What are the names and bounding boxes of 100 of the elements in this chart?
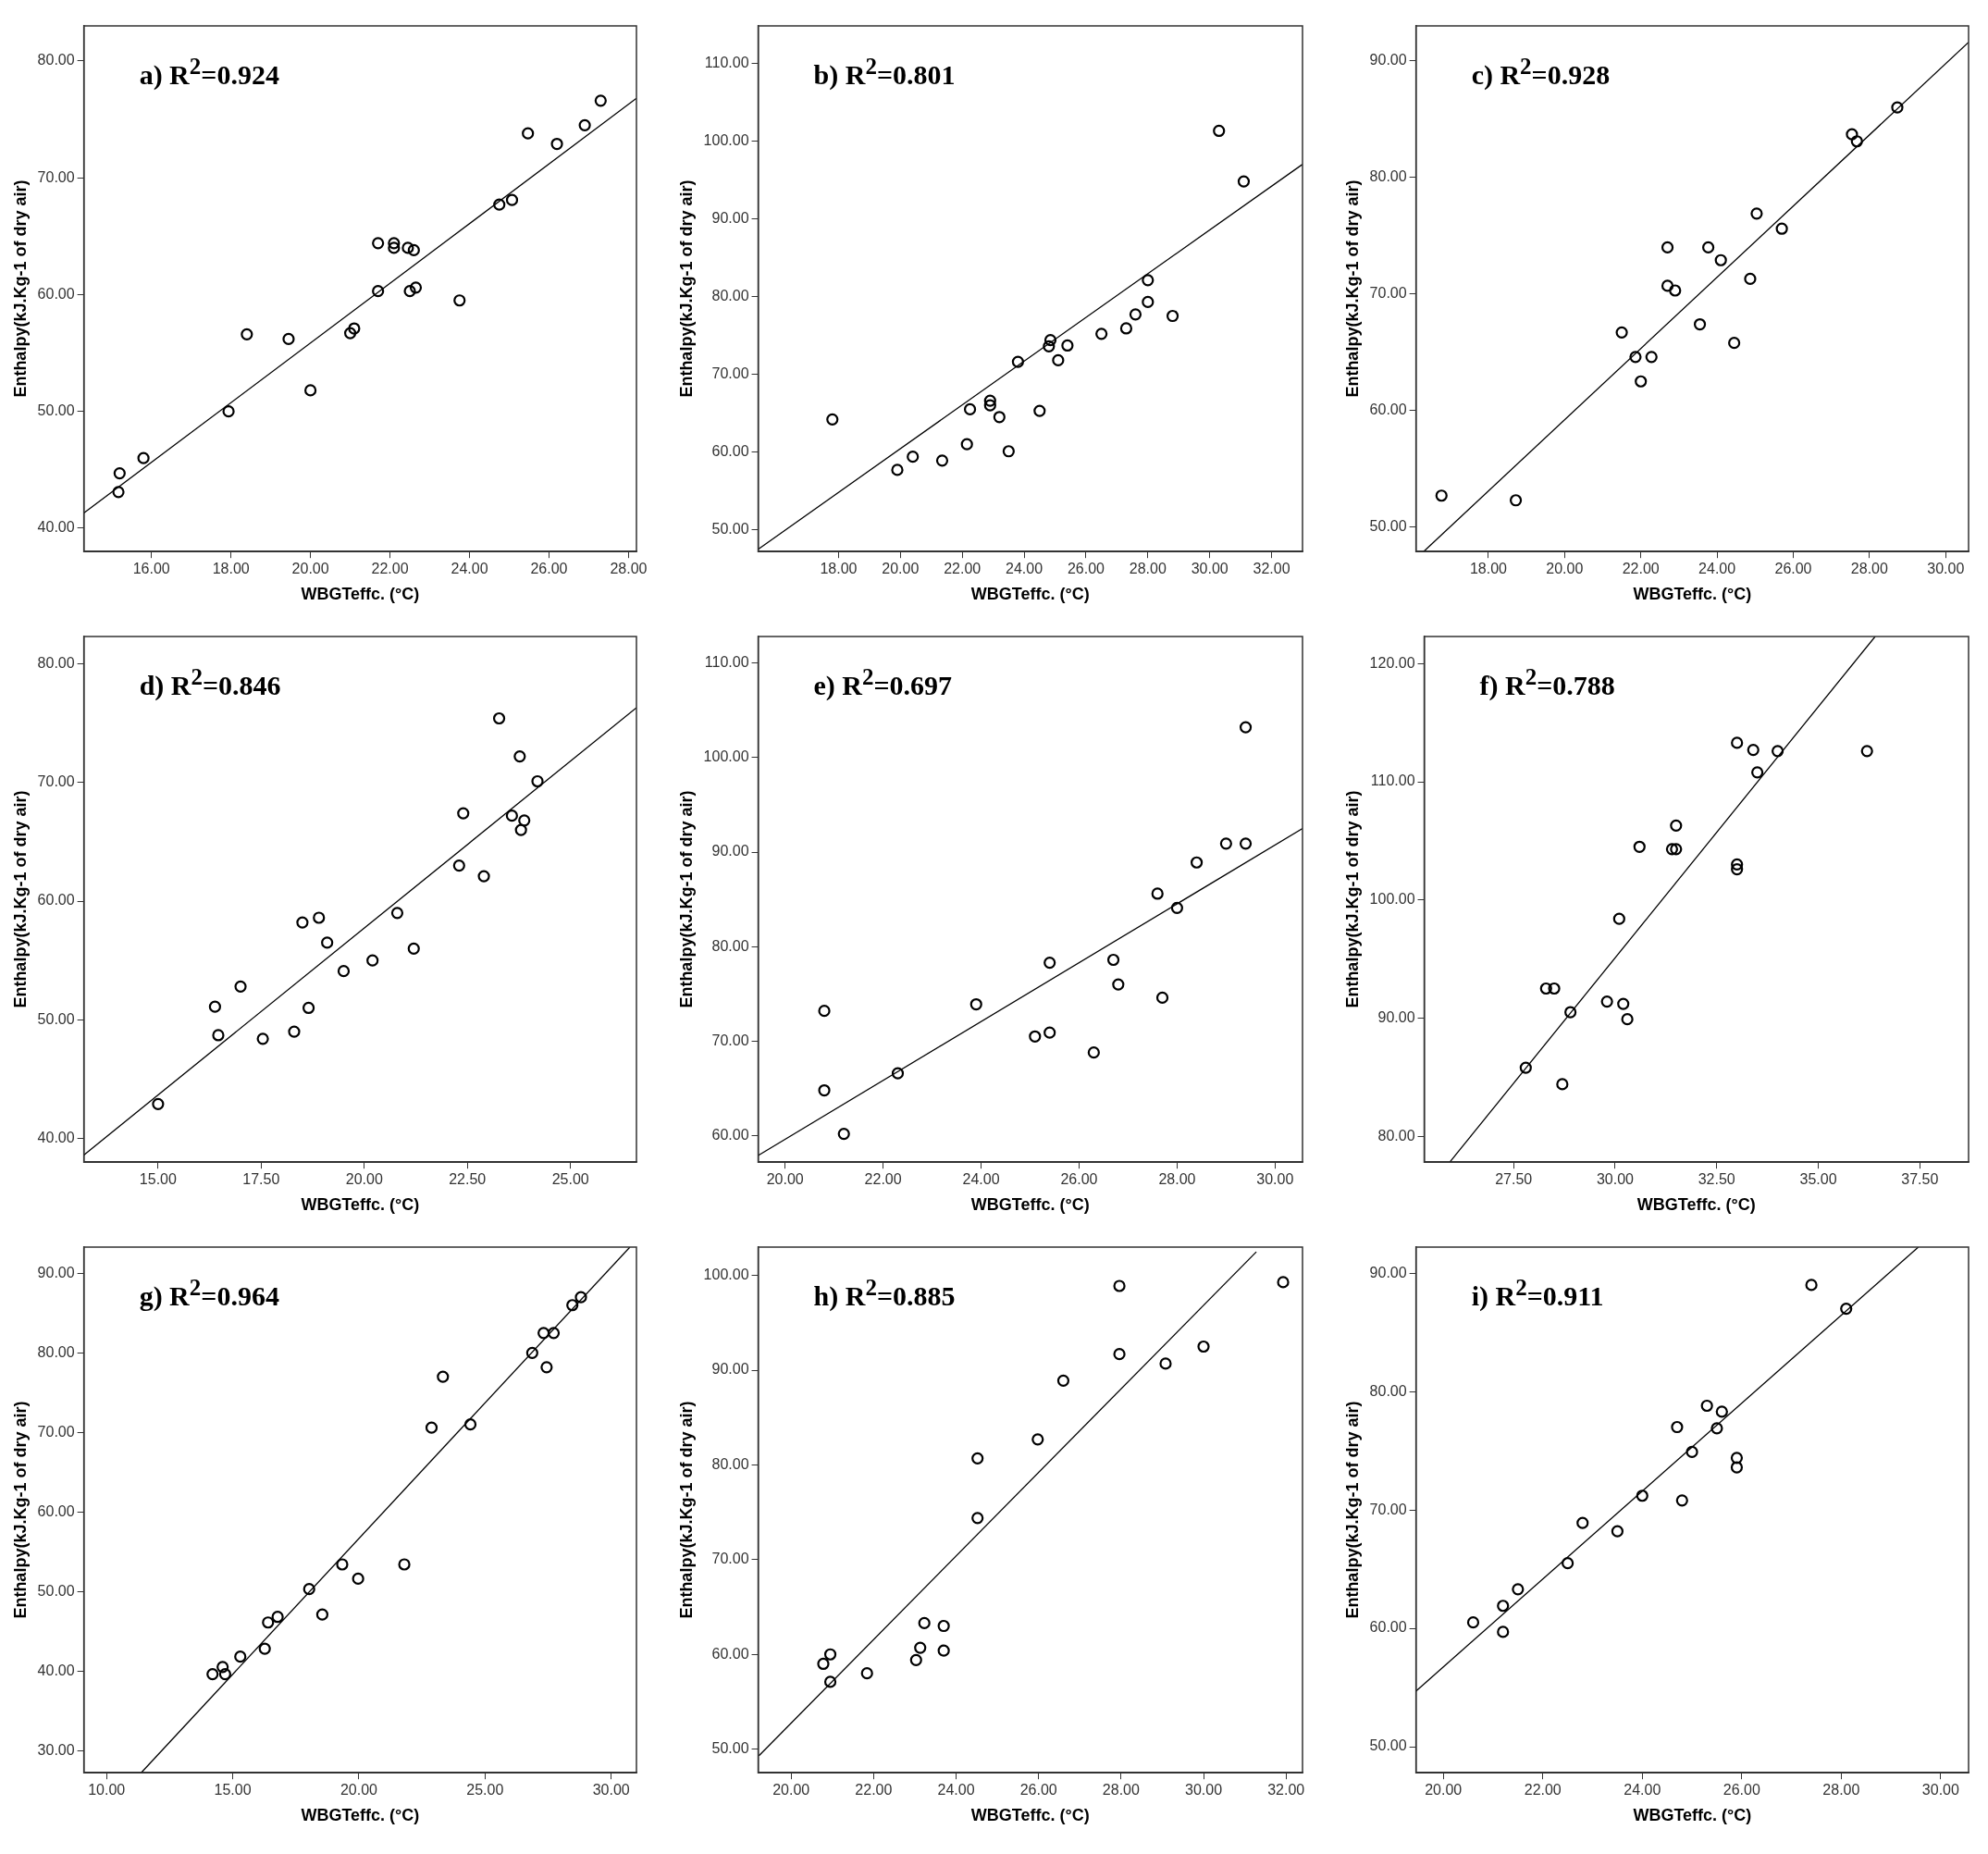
annotation: b) R$^{2}$=0.801 (813, 54, 956, 91)
point (1435, 489, 1448, 502)
point (403, 285, 416, 298)
point (303, 1001, 315, 1015)
y-tick-label: 80.00 (37, 654, 75, 671)
y-axis-title: Enthalpy(kJ.Kg-1 of dry air) (1342, 179, 1362, 398)
y-tick-label: 70.00 (37, 168, 75, 185)
annotation: d) R$^{2}$=0.846 (139, 664, 281, 701)
point (492, 711, 506, 725)
x-tick-label: 24.00 (1698, 561, 1736, 577)
point (241, 328, 253, 340)
point (1219, 837, 1232, 850)
point (1635, 375, 1648, 388)
x-tick-label: 20.00 (766, 1171, 804, 1188)
point (1033, 404, 1046, 417)
y-tick-label: 100.00 (703, 1267, 749, 1283)
annotation: e) R$^{2}$=0.697 (813, 664, 953, 701)
point (1702, 241, 1715, 253)
x-axis-title: WBGTeffc. (°C) (1636, 1195, 1756, 1215)
point (594, 94, 607, 107)
point (288, 1025, 301, 1038)
annotation: h) R$^{2}$=0.885 (813, 1275, 956, 1312)
y-axis-title: Enthalpy(kJ.Kg-1 of dry air) (10, 790, 30, 1008)
x-tick-label: 15.00 (214, 1782, 252, 1798)
x-tick-label: 37.50 (1901, 1171, 1939, 1188)
point (1556, 1078, 1569, 1091)
point (425, 1421, 438, 1434)
y-tick-label: 110.00 (704, 54, 749, 70)
point (969, 997, 982, 1011)
point (1239, 837, 1253, 850)
x-tick-label: 26.00 (530, 561, 568, 577)
y-tick-label: 50.00 (37, 402, 75, 419)
point (826, 413, 839, 426)
x-tick-label: 24.00 (1006, 561, 1043, 577)
x-tick-label: 24.00 (962, 1171, 1000, 1188)
point (1151, 887, 1164, 900)
point (388, 237, 401, 250)
x-tick-label: 28.00 (1158, 1171, 1196, 1188)
point (1714, 253, 1727, 266)
x-tick-label: 22.00 (1524, 1782, 1562, 1798)
point (348, 322, 361, 335)
x-tick-label: 22.00 (1622, 561, 1660, 577)
y-tick-label: 60.00 (37, 892, 75, 908)
x-tick-label: 30.00 (1191, 561, 1229, 577)
x-tick-label: 26.00 (1019, 1782, 1057, 1798)
point (1671, 1420, 1684, 1434)
point (282, 332, 295, 345)
point (960, 438, 973, 451)
point (935, 454, 949, 467)
point (452, 859, 465, 872)
x-tick-label: 22.50 (449, 1171, 487, 1188)
x-tick-label: 35.00 (1799, 1171, 1837, 1188)
point (918, 1616, 931, 1630)
x-tick-label: 22.00 (944, 561, 982, 577)
point (137, 451, 150, 464)
y-tick-label: 50.00 (37, 1582, 75, 1599)
point (1497, 1600, 1510, 1613)
point (1860, 745, 1873, 758)
x-axis-title: WBGTeffc. (°C) (970, 1806, 1090, 1825)
y-tick-label: 60.00 (711, 1645, 749, 1662)
point (112, 486, 125, 499)
point (1693, 317, 1707, 331)
point (208, 1000, 221, 1013)
point (1043, 956, 1056, 970)
point (1112, 978, 1125, 991)
point (1611, 1525, 1624, 1538)
x-tick-label: 28.00 (610, 561, 648, 577)
x-tick-label: 20.00 (1546, 561, 1584, 577)
y-tick-label: 60.00 (1369, 402, 1407, 418)
point (514, 823, 527, 836)
point (1170, 901, 1184, 914)
point (1772, 745, 1784, 758)
point (1031, 1433, 1044, 1446)
point (1159, 1357, 1172, 1370)
point (1466, 1616, 1480, 1629)
y-axis-title: Enthalpy(kJ.Kg-1 of dry air) (1342, 790, 1362, 1008)
point (1087, 1046, 1100, 1059)
point (206, 1668, 219, 1681)
y-tick-label: 40.00 (37, 1129, 75, 1145)
x-tick-label: 18.00 (1469, 561, 1508, 577)
point (1509, 494, 1523, 507)
x-tick-label: 10.00 (88, 1782, 126, 1798)
point (463, 1418, 477, 1431)
point (1669, 284, 1682, 297)
y-tick-label: 80.00 (1369, 1382, 1407, 1399)
y-tick-label: 80.00 (1369, 168, 1407, 185)
point (1645, 351, 1658, 364)
x-tick-label: 24.00 (937, 1782, 975, 1798)
point (909, 1653, 922, 1666)
point (823, 1648, 837, 1661)
y-tick-label: 100.00 (703, 131, 749, 148)
point (398, 1558, 411, 1571)
point (1617, 997, 1630, 1010)
point (1731, 736, 1744, 749)
point (1166, 309, 1179, 323)
x-tick-label: 30.00 (1596, 1171, 1635, 1188)
y-tick-label: 90.00 (1369, 52, 1407, 68)
point (1043, 1026, 1056, 1039)
point (860, 1667, 873, 1680)
point (1700, 1399, 1713, 1413)
